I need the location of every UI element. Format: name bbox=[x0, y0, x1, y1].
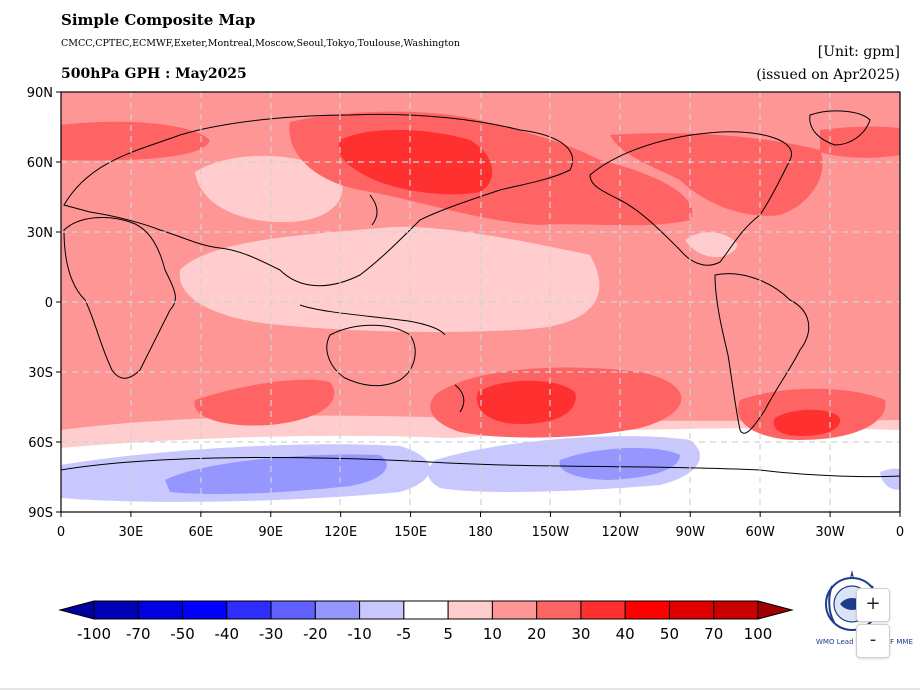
contour-neg-5-10-antarctic-peninsula bbox=[880, 468, 900, 490]
lon-tick-label: 60W bbox=[745, 525, 775, 540]
colorbar-segment bbox=[314, 600, 361, 620]
colorbar-segment bbox=[447, 600, 493, 620]
colorbar-label: 40 bbox=[616, 625, 635, 643]
colorbar-segment bbox=[359, 600, 405, 620]
colorbar-label: -30 bbox=[259, 625, 284, 643]
colorbar-label: -20 bbox=[303, 625, 328, 643]
coast-new-zealand bbox=[454, 384, 465, 413]
lon-tick-label: 90W bbox=[676, 525, 706, 540]
coast-indonesia bbox=[299, 304, 446, 336]
lon-tick-label: 0 bbox=[896, 525, 904, 540]
map-subtitle: 500hPa GPH : May2025 bbox=[61, 66, 247, 82]
contour-5-10-caribbean bbox=[685, 232, 738, 258]
colorbar-label: -10 bbox=[347, 625, 372, 643]
lat-tick-label: 30S bbox=[28, 366, 53, 381]
coast-south-america bbox=[714, 273, 810, 434]
lon-tick-label: 30E bbox=[119, 525, 144, 540]
coast-africa bbox=[63, 217, 176, 379]
colorbar-segment bbox=[668, 600, 715, 620]
lon-tick-label: 120E bbox=[324, 525, 357, 540]
contour-20-30-alaska-canada bbox=[610, 133, 823, 216]
lon-tick-label: 90E bbox=[258, 525, 283, 540]
colorbar-label: -40 bbox=[215, 625, 240, 643]
colorbar-over-arrow bbox=[757, 600, 794, 620]
issued-label: (issued on Apr2025) bbox=[756, 67, 900, 83]
colorbar-label: 100 bbox=[744, 625, 773, 643]
contour-5-10-asia bbox=[195, 155, 343, 223]
lat-tick-label: 30N bbox=[27, 226, 53, 241]
lat-tick-label: 0 bbox=[45, 296, 53, 311]
unit-label: [Unit: gpm] bbox=[817, 44, 900, 60]
colorbar-segment bbox=[624, 600, 670, 620]
contour-20-30-greenland bbox=[820, 126, 900, 158]
coast-japan bbox=[369, 194, 378, 226]
coast-europe-asia bbox=[63, 113, 573, 287]
lon-tick-label: 30W bbox=[815, 525, 845, 540]
lon-tick-label: 150E bbox=[394, 525, 427, 540]
lon-tick-label: 60E bbox=[188, 525, 213, 540]
colorbar-segment bbox=[93, 600, 139, 620]
contour-neg-10-20-east bbox=[165, 454, 387, 494]
zoom-out-button[interactable]: - bbox=[856, 624, 890, 658]
coast-north-america bbox=[589, 131, 793, 266]
colorbar-label: 20 bbox=[527, 625, 546, 643]
longitude-ticks: 0 30E 60E 90E 120E 150E 180 150W 120W 90W 60W 30W 0 bbox=[57, 512, 904, 540]
contributing-centers: CMCC,CPTEC,ECMWF,Exeter,Montreal,Moscow,… bbox=[61, 38, 460, 49]
bottom-divider bbox=[0, 688, 920, 690]
lon-tick-label: 180 bbox=[468, 525, 493, 540]
colorbar-segment bbox=[713, 600, 759, 620]
contour-20-30-indian-ocean bbox=[194, 379, 335, 426]
colorbar-segment bbox=[403, 600, 449, 620]
colorbar-label: -100 bbox=[77, 625, 111, 643]
lat-tick-label: 90S bbox=[28, 506, 53, 521]
coast-australia bbox=[326, 324, 416, 387]
colorbar: -100 -70 -50 -40 -30 -20 -10 -5 5 10 20 30 40 50 70 100 bbox=[58, 600, 794, 643]
colorbar-label: 30 bbox=[571, 625, 590, 643]
lat-tick-label: 90N bbox=[27, 86, 53, 101]
colorbar-label: 5 bbox=[443, 625, 453, 643]
colorbar-segment bbox=[270, 600, 316, 620]
contour-30-40-sw-pacific bbox=[476, 380, 576, 424]
colorbar-segment bbox=[226, 600, 272, 620]
colorbar-segment bbox=[182, 600, 228, 620]
colorbar-under-arrow bbox=[58, 600, 95, 620]
lon-tick-label: 150W bbox=[532, 525, 570, 540]
graticule bbox=[61, 92, 900, 512]
contour-5-10-pacific-east bbox=[395, 240, 510, 263]
colorbar-segment bbox=[137, 600, 184, 620]
lat-tick-label: 60N bbox=[27, 156, 53, 171]
lon-tick-label: 0 bbox=[57, 525, 65, 540]
map-title: Simple Composite Map bbox=[61, 11, 256, 29]
coast-greenland bbox=[809, 110, 871, 146]
colorbar-label: -5 bbox=[396, 625, 411, 643]
colorbar-segment bbox=[491, 600, 538, 620]
colorbar-label: 70 bbox=[704, 625, 723, 643]
contour-20-30-n-europe bbox=[61, 121, 210, 161]
colorbar-label: 50 bbox=[660, 625, 679, 643]
contour-neg-10-20-west bbox=[559, 448, 680, 480]
colorbar-label: 10 bbox=[483, 625, 502, 643]
colorbar-segment bbox=[536, 600, 582, 620]
lat-tick-label: 60S bbox=[28, 436, 53, 451]
colorbar-segment bbox=[580, 600, 626, 620]
colorbar-label: -50 bbox=[170, 625, 195, 643]
lon-tick-label: 120W bbox=[601, 525, 639, 540]
contour-30-40-s-atlantic bbox=[773, 409, 841, 436]
colorbar-label: -70 bbox=[126, 625, 151, 643]
latitude-ticks: 90N 60N 30N 0 30S 60S 90S bbox=[27, 86, 61, 521]
zoom-in-button[interactable]: + bbox=[856, 588, 890, 622]
map-panel bbox=[61, 92, 900, 512]
